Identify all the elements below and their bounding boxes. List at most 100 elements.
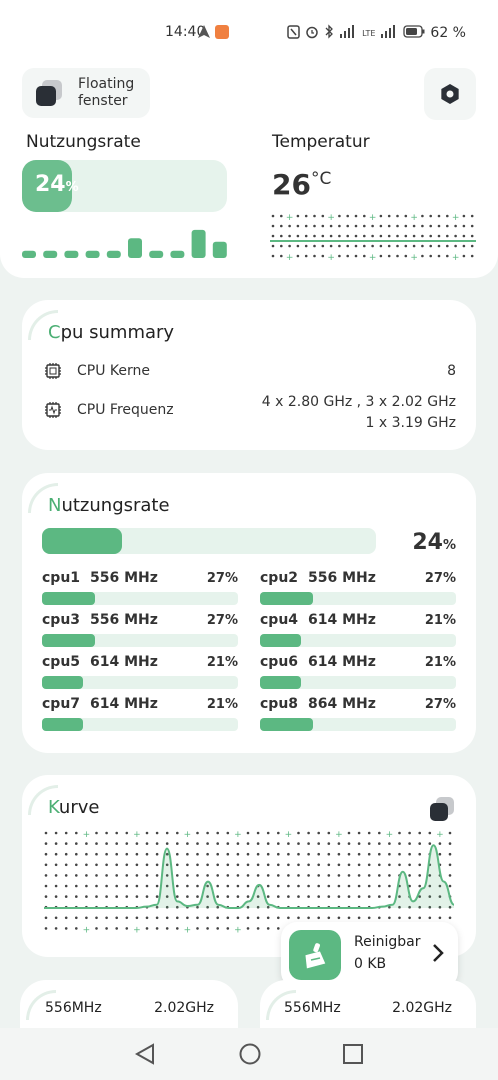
cpu-cores-label: CPU Kerne [77, 363, 151, 379]
cpu-core-item: cpu5 614 MHz 21% [42, 654, 238, 694]
cpu-core-bar [42, 676, 238, 689]
top-panel: Floating fenster Nutzungsrate 24% Temper… [0, 62, 498, 278]
navigation-bar [0, 1028, 498, 1080]
svg-text:+: + [184, 830, 192, 840]
usage-history-bars [22, 229, 227, 258]
temperature-value: 26°C [272, 168, 332, 201]
cpu-core-name: cpu1 [42, 570, 81, 586]
cpu-frequency-value: 4 x 2.80 GHz , 3 x 2.02 GHz 1 x 3.19 GHz [261, 394, 456, 431]
cpu-core-frequency: 556 MHz [90, 570, 158, 586]
svg-text:+: + [369, 253, 377, 260]
battery-level: 62 % [430, 25, 466, 41]
cpu-core-percent: 21% [206, 655, 238, 670]
cpu-core-item: cpu3 556 MHz 27% [42, 612, 238, 652]
cpu-core-frequency: 614 MHz [90, 654, 158, 670]
cpu-core-item: cpu4 614 MHz 21% [260, 612, 456, 652]
svg-text:+: + [133, 925, 141, 935]
status-time: 14:40 [165, 24, 206, 40]
svg-text:+: + [234, 830, 242, 840]
cleanable-button[interactable]: Reinigbar 0 KB [281, 922, 458, 988]
usage-history-bar [149, 250, 164, 258]
temperature-title: Temperatur [272, 132, 370, 152]
floating-window-icon [36, 80, 62, 106]
usage-rate-card: Nutzungsrate 24% cpu1 556 MHz 27% cpu2 556 M… [22, 473, 476, 753]
frequency-min: 556MHz [284, 1000, 341, 1016]
cpu-summary-title: Cpu summary [48, 322, 175, 343]
svg-text:+: + [327, 253, 335, 260]
cleanable-value: 0 KB [354, 956, 387, 972]
svg-text:+: + [234, 925, 242, 935]
gear-icon [441, 84, 459, 104]
cpu-core-percent: 27% [424, 697, 456, 712]
cpu-core-bar-fill [42, 592, 95, 605]
svg-text:+: + [386, 830, 394, 840]
cpu-core-frequency: 556 MHz [308, 570, 376, 586]
frequency-min: 556MHz [45, 1000, 102, 1016]
chip-frequency-icon [44, 401, 62, 423]
floating-window-icon[interactable] [430, 797, 454, 821]
cpu-core-name: cpu2 [260, 570, 299, 586]
cpu-core-frequency: 614 MHz [308, 654, 376, 670]
svg-text:+: + [286, 253, 294, 260]
bluetooth-icon [324, 24, 334, 42]
usage-history-bar [191, 229, 206, 258]
floating-window-button[interactable]: Floating fenster [22, 68, 150, 118]
cpu-core-frequency: 614 MHz [90, 696, 158, 712]
usage-history-bar [128, 238, 142, 258]
usage-history-bar [170, 250, 185, 258]
broom-icon [289, 930, 341, 980]
svg-text:+: + [285, 830, 293, 840]
total-usage-value: 24% [412, 530, 456, 555]
cpu-core-name: cpu7 [42, 696, 81, 712]
cpu-core-percent: 21% [206, 697, 238, 712]
cpu-core-item: cpu7 614 MHz 21% [42, 696, 238, 736]
cpu-core-percent: 21% [424, 613, 456, 628]
cpu-core-percent: 27% [206, 571, 238, 586]
usage-history-bar [106, 250, 121, 258]
cpu-summary-card: Cpu summary CPU Kerne 8 CPU Frequenz 4 x… [22, 300, 476, 450]
usage-history-bar [22, 250, 36, 258]
frequency-max: 2.02GHz [154, 1000, 214, 1016]
status-icons: LTE 62 % [287, 24, 466, 42]
back-button[interactable] [134, 1042, 156, 1070]
cpu-core-frequency: 864 MHz [308, 696, 376, 712]
cpu-core-name: cpu6 [260, 654, 299, 670]
cpu-core-item: cpu2 556 MHz 27% [260, 570, 456, 610]
svg-text:+: + [452, 253, 460, 260]
network-type: LTE [362, 28, 376, 38]
cpu-core-item: cpu6 614 MHz 21% [260, 654, 456, 694]
cpu-core-bar-fill [42, 676, 84, 689]
usage-curve-line [44, 844, 454, 909]
battery-icon [403, 25, 425, 41]
chevron-right-icon [431, 942, 445, 968]
cpu-core-bar [260, 676, 456, 689]
svg-text:+: + [184, 925, 192, 935]
usage-history-bar [85, 250, 100, 258]
usage-bar-fill [22, 160, 72, 212]
cpu-core-bar-fill [42, 718, 84, 731]
home-button[interactable] [238, 1042, 262, 1070]
svg-text:+: + [83, 830, 91, 840]
usage-title: Nutzungsrate [26, 132, 141, 152]
cpu-core-percent: 27% [206, 613, 238, 628]
status-bar: 14:40 LTE 62 % [0, 0, 498, 62]
usage-history-bar [212, 241, 227, 258]
svg-text:+: + [452, 213, 460, 223]
usage-history-bar [43, 250, 58, 258]
cpu-core-name: cpu5 [42, 654, 81, 670]
cpu-core-bar-fill [260, 592, 313, 605]
signal-icon-2 [380, 25, 398, 41]
cpu-core-bar-fill [42, 634, 95, 647]
cpu-core-name: cpu4 [260, 612, 299, 628]
cpu-core-bar-fill [260, 718, 313, 731]
recent-apps-button[interactable] [342, 1043, 364, 1069]
floating-window-label: Floating fenster [78, 76, 135, 109]
cpu-core-bar-fill [260, 634, 302, 647]
cpu-core-percent: 27% [424, 571, 456, 586]
settings-button[interactable] [424, 68, 476, 120]
cpu-core-name: cpu3 [42, 612, 81, 628]
cpu-core-frequency: 614 MHz [308, 612, 376, 628]
svg-text:+: + [410, 213, 418, 223]
svg-text:+: + [133, 830, 141, 840]
svg-text:+: + [83, 925, 91, 935]
